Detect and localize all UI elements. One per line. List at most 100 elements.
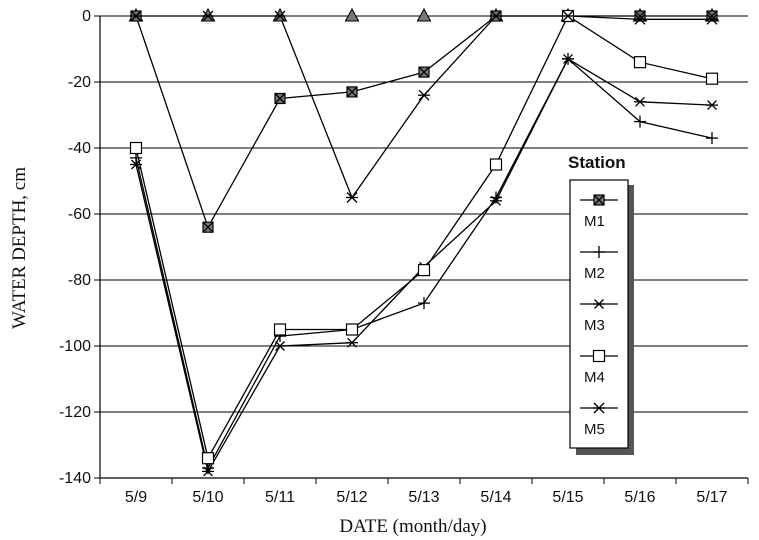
marker-stroke — [562, 10, 574, 22]
y-axis-title: WATER DEPTH, cm — [9, 167, 30, 329]
marker-stroke — [491, 195, 501, 206]
data-point-m5 — [634, 13, 646, 25]
marker-stroke — [346, 86, 358, 98]
marker-triangle — [416, 7, 432, 22]
data-point-m3 — [346, 337, 358, 348]
x-tick-label: 5/9 — [125, 489, 147, 506]
marker-stroke — [594, 299, 604, 309]
y-tick-label: -140 — [59, 470, 91, 487]
marker-stroke — [418, 89, 430, 101]
marker-stroke — [707, 100, 717, 111]
legend-label-m2: M2 — [584, 265, 605, 282]
marker-square — [201, 452, 215, 465]
marker-square — [129, 141, 143, 155]
data-point-m4 — [273, 323, 287, 336]
data-point-m3 — [706, 100, 718, 111]
marker-triangle — [200, 7, 216, 22]
data-point-m1 — [418, 66, 430, 78]
y-tick-label: -60 — [68, 206, 91, 223]
marker-stroke — [346, 192, 358, 203]
marker-stroke — [635, 96, 645, 107]
data-point-m4 — [201, 452, 215, 465]
data-point-m5 — [202, 10, 214, 22]
marker-stroke — [202, 10, 214, 22]
legend-title: Station — [568, 153, 626, 172]
marker-triangle — [272, 7, 288, 22]
y-tick-label: -40 — [68, 140, 91, 157]
legend: Station M1 M2 M3 M4 M5 — [568, 153, 634, 455]
data-point-m3 — [562, 53, 574, 64]
marker-triangle — [344, 7, 360, 22]
triangle-marker — [200, 7, 216, 22]
marker-stroke — [203, 466, 213, 477]
marker-square — [633, 56, 647, 69]
y-tick-label: -120 — [59, 404, 91, 421]
x-tick-label: 5/12 — [336, 489, 367, 506]
legend-marker-m1 — [593, 194, 605, 206]
data-point-m4 — [345, 323, 359, 336]
marker-stroke — [274, 10, 286, 22]
data-point-m4 — [633, 56, 647, 69]
legend-marker-m4 — [592, 349, 606, 363]
data-point-m2 — [418, 297, 430, 310]
legend-label-m5: M5 — [584, 421, 605, 438]
marker-square — [273, 323, 287, 336]
marker-square — [345, 323, 359, 336]
legend-box — [569, 179, 629, 449]
data-point-m5 — [130, 10, 142, 22]
marker-stroke — [202, 221, 214, 233]
data-point-m3 — [202, 466, 214, 477]
marker-stroke — [563, 53, 573, 64]
triangle-marker — [344, 7, 360, 22]
x-tick-label: 5/13 — [408, 489, 439, 506]
marker-stroke — [130, 10, 142, 22]
marker-stroke — [634, 13, 646, 25]
legend-label-m1: M1 — [584, 213, 605, 230]
data-point-m5 — [562, 10, 574, 22]
y-tick-label: -80 — [68, 272, 91, 289]
y-tick-label: -100 — [59, 338, 91, 355]
data-point-m1 — [346, 86, 358, 98]
data-point-m5 — [274, 10, 286, 22]
data-point-m3 — [490, 195, 502, 206]
marker-stroke — [274, 93, 286, 104]
data-point-m1 — [202, 221, 214, 233]
data-point-m4 — [489, 158, 503, 171]
data-point-m4 — [129, 141, 143, 155]
data-point-m1 — [274, 92, 286, 105]
marker-stroke — [418, 66, 430, 78]
marker-stroke — [593, 402, 605, 414]
legend-label-m4: M4 — [584, 369, 605, 386]
data-point-m3 — [274, 341, 286, 351]
x-axis-title: DATE (month/day) — [339, 516, 486, 537]
x-tick-label: 5/15 — [552, 489, 583, 506]
marker-square — [705, 72, 719, 85]
data-point-m4 — [705, 72, 719, 85]
data-point-m5 — [490, 10, 502, 22]
legend-marker-m5 — [593, 402, 605, 414]
marker-stroke — [593, 194, 605, 206]
legend-marker-m2 — [593, 246, 605, 258]
data-point-m3 — [634, 96, 646, 107]
marker-square — [417, 264, 431, 277]
axes: 0 -20 -40 -60 -80 -100 -120 -140 5/9 5/10 5/11 5/12… — [59, 8, 749, 506]
data-point-m2 — [706, 132, 718, 145]
marker-stroke — [706, 13, 718, 25]
legend-label-m3: M3 — [584, 317, 605, 334]
y-tick-label: -20 — [68, 74, 91, 91]
marker-square — [489, 158, 503, 171]
x-tick-label: 5/16 — [624, 489, 655, 506]
marker-stroke — [131, 159, 141, 170]
data-point-m2 — [634, 115, 646, 128]
y-tick-label: 0 — [82, 8, 91, 25]
data-point-m5 — [346, 192, 358, 203]
marker-square — [592, 349, 606, 363]
marker-stroke — [490, 10, 502, 22]
series-layer — [128, 7, 720, 477]
data-point-m3 — [130, 159, 142, 170]
data-point-m5 — [706, 13, 718, 25]
triangle-marker — [272, 7, 288, 22]
x-tick-label: 5/14 — [480, 489, 511, 506]
data-point-m4 — [417, 264, 431, 277]
